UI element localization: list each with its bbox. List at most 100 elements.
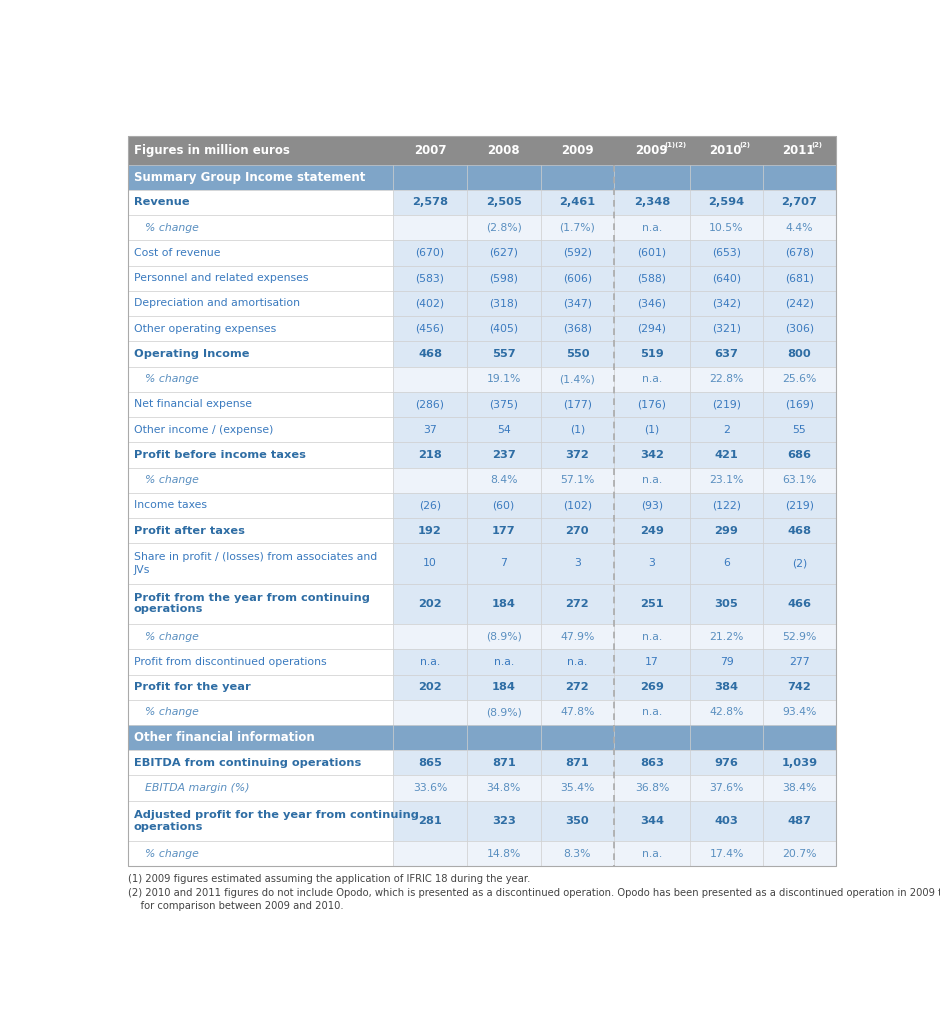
Text: 299: 299: [714, 525, 739, 536]
Bar: [614, 240, 690, 266]
Bar: [128, 392, 393, 417]
Text: (601): (601): [637, 248, 666, 258]
Bar: [393, 266, 467, 291]
Bar: [763, 266, 836, 291]
Bar: [393, 841, 467, 866]
Text: 19.1%: 19.1%: [487, 374, 521, 385]
Text: 2010: 2010: [710, 144, 742, 157]
Bar: [128, 725, 393, 751]
Bar: [128, 316, 393, 341]
Text: (1.4%): (1.4%): [559, 374, 595, 385]
Bar: [467, 291, 540, 316]
Bar: [128, 800, 393, 841]
Text: 14.8%: 14.8%: [487, 849, 521, 859]
Bar: [128, 341, 393, 367]
Bar: [763, 291, 836, 316]
Text: Summary Group Income statement: Summary Group Income statement: [133, 171, 365, 184]
Text: n.a.: n.a.: [642, 476, 663, 485]
Bar: [690, 700, 763, 725]
Text: 37.6%: 37.6%: [710, 783, 744, 793]
Bar: [467, 725, 540, 751]
Bar: [540, 725, 614, 751]
Text: 52.9%: 52.9%: [782, 632, 817, 642]
Bar: [614, 417, 690, 443]
Text: (122): (122): [712, 500, 741, 511]
Bar: [540, 543, 614, 583]
Text: JVs: JVs: [133, 565, 150, 575]
Bar: [763, 725, 836, 751]
Text: 2,578: 2,578: [412, 197, 448, 208]
Text: (347): (347): [563, 299, 592, 308]
Bar: [467, 215, 540, 240]
Bar: [540, 649, 614, 674]
Bar: [540, 518, 614, 543]
Text: (670): (670): [415, 248, 445, 258]
Text: 269: 269: [640, 682, 664, 692]
Bar: [128, 674, 393, 700]
Text: Cost of revenue: Cost of revenue: [133, 248, 220, 258]
Bar: [128, 543, 393, 583]
Text: Adjusted profit for the year from continuing: Adjusted profit for the year from contin…: [133, 811, 418, 820]
Text: 251: 251: [640, 599, 664, 609]
Bar: [614, 266, 690, 291]
Text: n.a.: n.a.: [567, 657, 588, 667]
Text: (2.8%): (2.8%): [486, 222, 522, 233]
Bar: [690, 751, 763, 776]
Text: (286): (286): [415, 399, 445, 409]
Bar: [690, 625, 763, 649]
Text: for comparison between 2009 and 2010.: for comparison between 2009 and 2010.: [128, 901, 343, 911]
Text: (402): (402): [415, 299, 445, 308]
Bar: [393, 493, 467, 518]
Bar: [763, 392, 836, 417]
Bar: [614, 190, 690, 215]
Text: 79: 79: [720, 657, 733, 667]
Text: (1): (1): [645, 425, 660, 434]
Text: 800: 800: [788, 348, 811, 359]
Text: 10.5%: 10.5%: [710, 222, 744, 233]
Text: 3: 3: [649, 558, 655, 569]
Text: 23.1%: 23.1%: [710, 476, 744, 485]
Text: 2,707: 2,707: [781, 197, 818, 208]
Text: (8.9%): (8.9%): [486, 707, 522, 718]
Text: 2009: 2009: [635, 144, 667, 157]
Bar: [467, 700, 540, 725]
Bar: [393, 725, 467, 751]
Bar: [540, 841, 614, 866]
Text: % change: % change: [145, 849, 198, 859]
Text: 637: 637: [714, 348, 739, 359]
Bar: [467, 583, 540, 625]
Text: 863: 863: [640, 758, 664, 768]
Bar: [763, 776, 836, 800]
Bar: [540, 751, 614, 776]
Text: (176): (176): [637, 399, 666, 409]
Bar: [540, 700, 614, 725]
Bar: [614, 367, 690, 392]
Bar: [763, 543, 836, 583]
Text: (598): (598): [489, 273, 518, 283]
Text: 421: 421: [714, 450, 738, 460]
Bar: [763, 443, 836, 467]
Bar: [393, 674, 467, 700]
Bar: [393, 341, 467, 367]
Bar: [393, 190, 467, 215]
Text: (375): (375): [489, 399, 518, 409]
Bar: [128, 291, 393, 316]
Text: Profit from the year from continuing: Profit from the year from continuing: [133, 594, 369, 603]
Text: n.a.: n.a.: [642, 222, 663, 233]
Text: 17.4%: 17.4%: [710, 849, 744, 859]
Text: (653): (653): [712, 248, 741, 258]
Bar: [763, 841, 836, 866]
Text: 871: 871: [566, 758, 589, 768]
Bar: [540, 316, 614, 341]
Bar: [393, 751, 467, 776]
Bar: [128, 190, 393, 215]
Text: (2): (2): [739, 142, 750, 148]
Bar: [540, 266, 614, 291]
Bar: [614, 341, 690, 367]
Text: 2,461: 2,461: [559, 197, 595, 208]
Text: 1,039: 1,039: [781, 758, 818, 768]
Text: Figures in million euros: Figures in million euros: [133, 144, 290, 157]
Bar: [393, 417, 467, 443]
Bar: [393, 291, 467, 316]
Text: 2,505: 2,505: [486, 197, 522, 208]
